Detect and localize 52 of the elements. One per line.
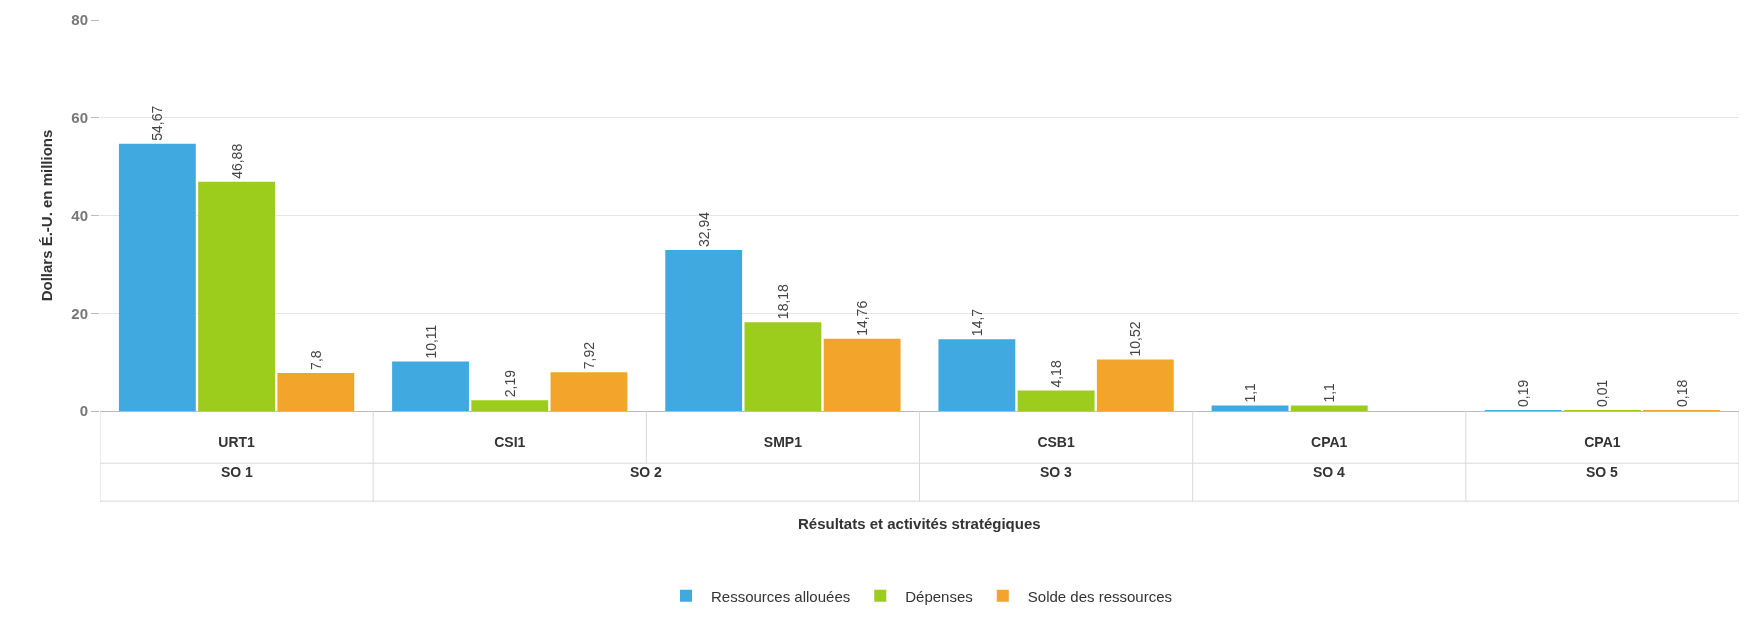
data-label: 32,94: [695, 211, 712, 248]
data-label: 1,1: [1242, 382, 1259, 403]
bar: [277, 372, 355, 411]
bar: [550, 372, 628, 411]
x-tick-label: URT1: [218, 433, 256, 450]
legend-label: Ressources allouées: [711, 587, 851, 605]
data-label: 4,18: [1048, 360, 1065, 388]
bar: [392, 361, 469, 411]
y-tick-label: 80: [71, 11, 88, 29]
data-label: 14,7: [968, 308, 985, 337]
data-label: 46,88: [228, 143, 245, 179]
data-label: 0,19: [1515, 379, 1532, 407]
text: SO 1: [221, 464, 254, 480]
y-tick-label: 40: [71, 206, 88, 224]
text: SO 5: [1586, 464, 1619, 480]
y-axis-title: Dollars É.-U. en millions: [37, 129, 55, 302]
data-label: 0,18: [1673, 379, 1690, 407]
text: SO 2: [630, 464, 663, 480]
data-label: 0,01: [1594, 379, 1611, 407]
bar: [938, 339, 1016, 411]
x-tick-label: CSI1: [494, 433, 526, 450]
bar: [1017, 390, 1095, 411]
bar: [471, 400, 549, 411]
bar: [118, 143, 196, 411]
bar: [744, 322, 822, 411]
data-label: 54,67: [149, 105, 166, 141]
legend-label: Dépenses: [905, 587, 973, 605]
data-label: 2,19: [501, 369, 518, 398]
x-tick-label: CPA1: [1311, 433, 1348, 450]
x-tick-label: CPA1: [1584, 433, 1621, 450]
data-label: 7,8: [307, 350, 324, 370]
bar: [1290, 405, 1368, 411]
data-label: 7,92: [580, 341, 597, 370]
data-label: 10,52: [1127, 321, 1144, 357]
x-axis-title: Résultats et activités stratégiques: [798, 515, 1041, 532]
data-label: 1,1: [1321, 382, 1338, 403]
x-tick-label: SMP1: [763, 433, 803, 450]
text: SO 4: [1313, 464, 1346, 480]
bar: [823, 338, 901, 411]
bar: [665, 250, 743, 411]
bar: [1096, 359, 1174, 411]
y-tick-label: 0: [79, 402, 88, 420]
text: SO 3: [1040, 464, 1073, 480]
x-tick-label: CSB1: [1037, 433, 1075, 450]
bar: [198, 181, 275, 411]
data-label: 14,76: [854, 300, 871, 336]
y-tick-label: 20: [71, 304, 88, 322]
bar: [1211, 405, 1289, 411]
y-tick-label: 60: [71, 109, 88, 126]
legend-label: Solde des ressources: [1027, 587, 1173, 605]
data-label: 10,11: [422, 324, 439, 359]
data-label: 18,18: [774, 283, 791, 320]
